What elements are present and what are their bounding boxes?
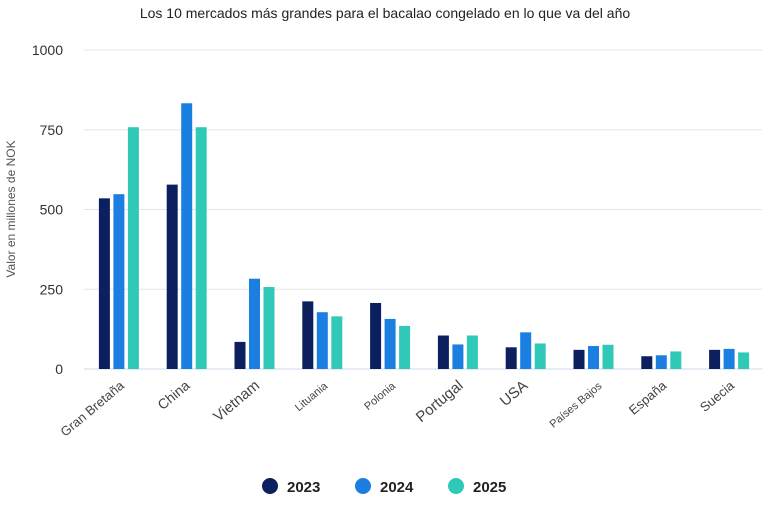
- bar-2025-1[interactable]: [127, 127, 139, 369]
- x-tick-label: Vietnam: [210, 377, 263, 425]
- y-tick-label: 1000: [32, 42, 63, 58]
- bar-2023-4[interactable]: [302, 301, 314, 369]
- bar-2023-2[interactable]: [166, 184, 178, 369]
- bar-2023-8[interactable]: [573, 349, 585, 369]
- legend-marker: [355, 478, 371, 494]
- bar-2024-10[interactable]: [723, 348, 735, 369]
- bar-2023-1[interactable]: [98, 198, 110, 369]
- bar-2024-4[interactable]: [316, 312, 328, 369]
- x-tick-label: Gran Bretaña: [57, 377, 127, 439]
- bar-2025-6[interactable]: [466, 335, 478, 369]
- x-tick-label: España: [626, 377, 670, 417]
- legend-marker: [448, 478, 464, 494]
- legend[interactable]: 2023 2024 2025: [262, 478, 506, 496]
- bar-2024-1[interactable]: [113, 194, 125, 369]
- bar-2024-8[interactable]: [588, 346, 599, 369]
- bar-2025-3[interactable]: [263, 287, 275, 369]
- legend-item-2024[interactable]: 2024: [355, 478, 414, 496]
- bar-2023-9[interactable]: [641, 356, 653, 369]
- bar-2024-2[interactable]: [181, 103, 193, 369]
- bar-2024-9[interactable]: [655, 355, 667, 369]
- x-axis-ticks: Gran Bretaña China Vietnam Lituania Polonia P…: [57, 377, 737, 440]
- x-tick-label: Polonia: [362, 380, 398, 413]
- legend-label: 2024: [380, 479, 414, 496]
- x-tick-label: USA: [497, 377, 532, 410]
- bar-2025-2[interactable]: [195, 127, 207, 369]
- legend-item-2025[interactable]: 2025: [448, 478, 506, 496]
- legend-marker: [262, 478, 278, 494]
- x-tick-label: Suecia: [697, 377, 738, 415]
- bar-2023-5[interactable]: [370, 302, 382, 369]
- bar-2024-3[interactable]: [249, 278, 260, 369]
- legend-item-2023[interactable]: 2023: [262, 478, 320, 496]
- bar-2025-8[interactable]: [602, 344, 614, 369]
- y-axis-ticks: 0 250 500 750 1000: [32, 42, 63, 377]
- chart-title: Los 10 mercados más grandes para el baca…: [140, 5, 631, 21]
- bar-2024-7[interactable]: [520, 332, 532, 369]
- bar-2023-10[interactable]: [709, 349, 721, 369]
- bar-2024-5[interactable]: [384, 318, 396, 369]
- x-tick-label: Países Bajos: [548, 380, 605, 431]
- bars: [98, 103, 750, 369]
- bar-2025-10[interactable]: [738, 352, 750, 369]
- bar-2025-4[interactable]: [331, 316, 343, 369]
- legend-label: 2023: [287, 479, 320, 496]
- y-tick-label: 500: [40, 202, 64, 218]
- bar-2025-9[interactable]: [670, 351, 682, 369]
- x-tick-label: Lituania: [293, 380, 331, 415]
- legend-label: 2025: [473, 479, 506, 496]
- bar-2025-7[interactable]: [534, 343, 546, 369]
- y-tick-label: 0: [55, 361, 63, 377]
- y-axis-label: Valor en millones de NOK: [4, 140, 18, 277]
- bar-2023-7[interactable]: [505, 347, 517, 369]
- x-tick-label: China: [154, 377, 192, 413]
- bar-2024-6[interactable]: [452, 344, 464, 369]
- bar-2023-3[interactable]: [234, 341, 246, 369]
- bar-2025-5[interactable]: [399, 325, 411, 369]
- y-tick-label: 750: [40, 122, 64, 138]
- x-tick-label: Portugal: [413, 377, 467, 426]
- bar-2023-6[interactable]: [437, 335, 449, 369]
- y-tick-label: 250: [40, 281, 64, 297]
